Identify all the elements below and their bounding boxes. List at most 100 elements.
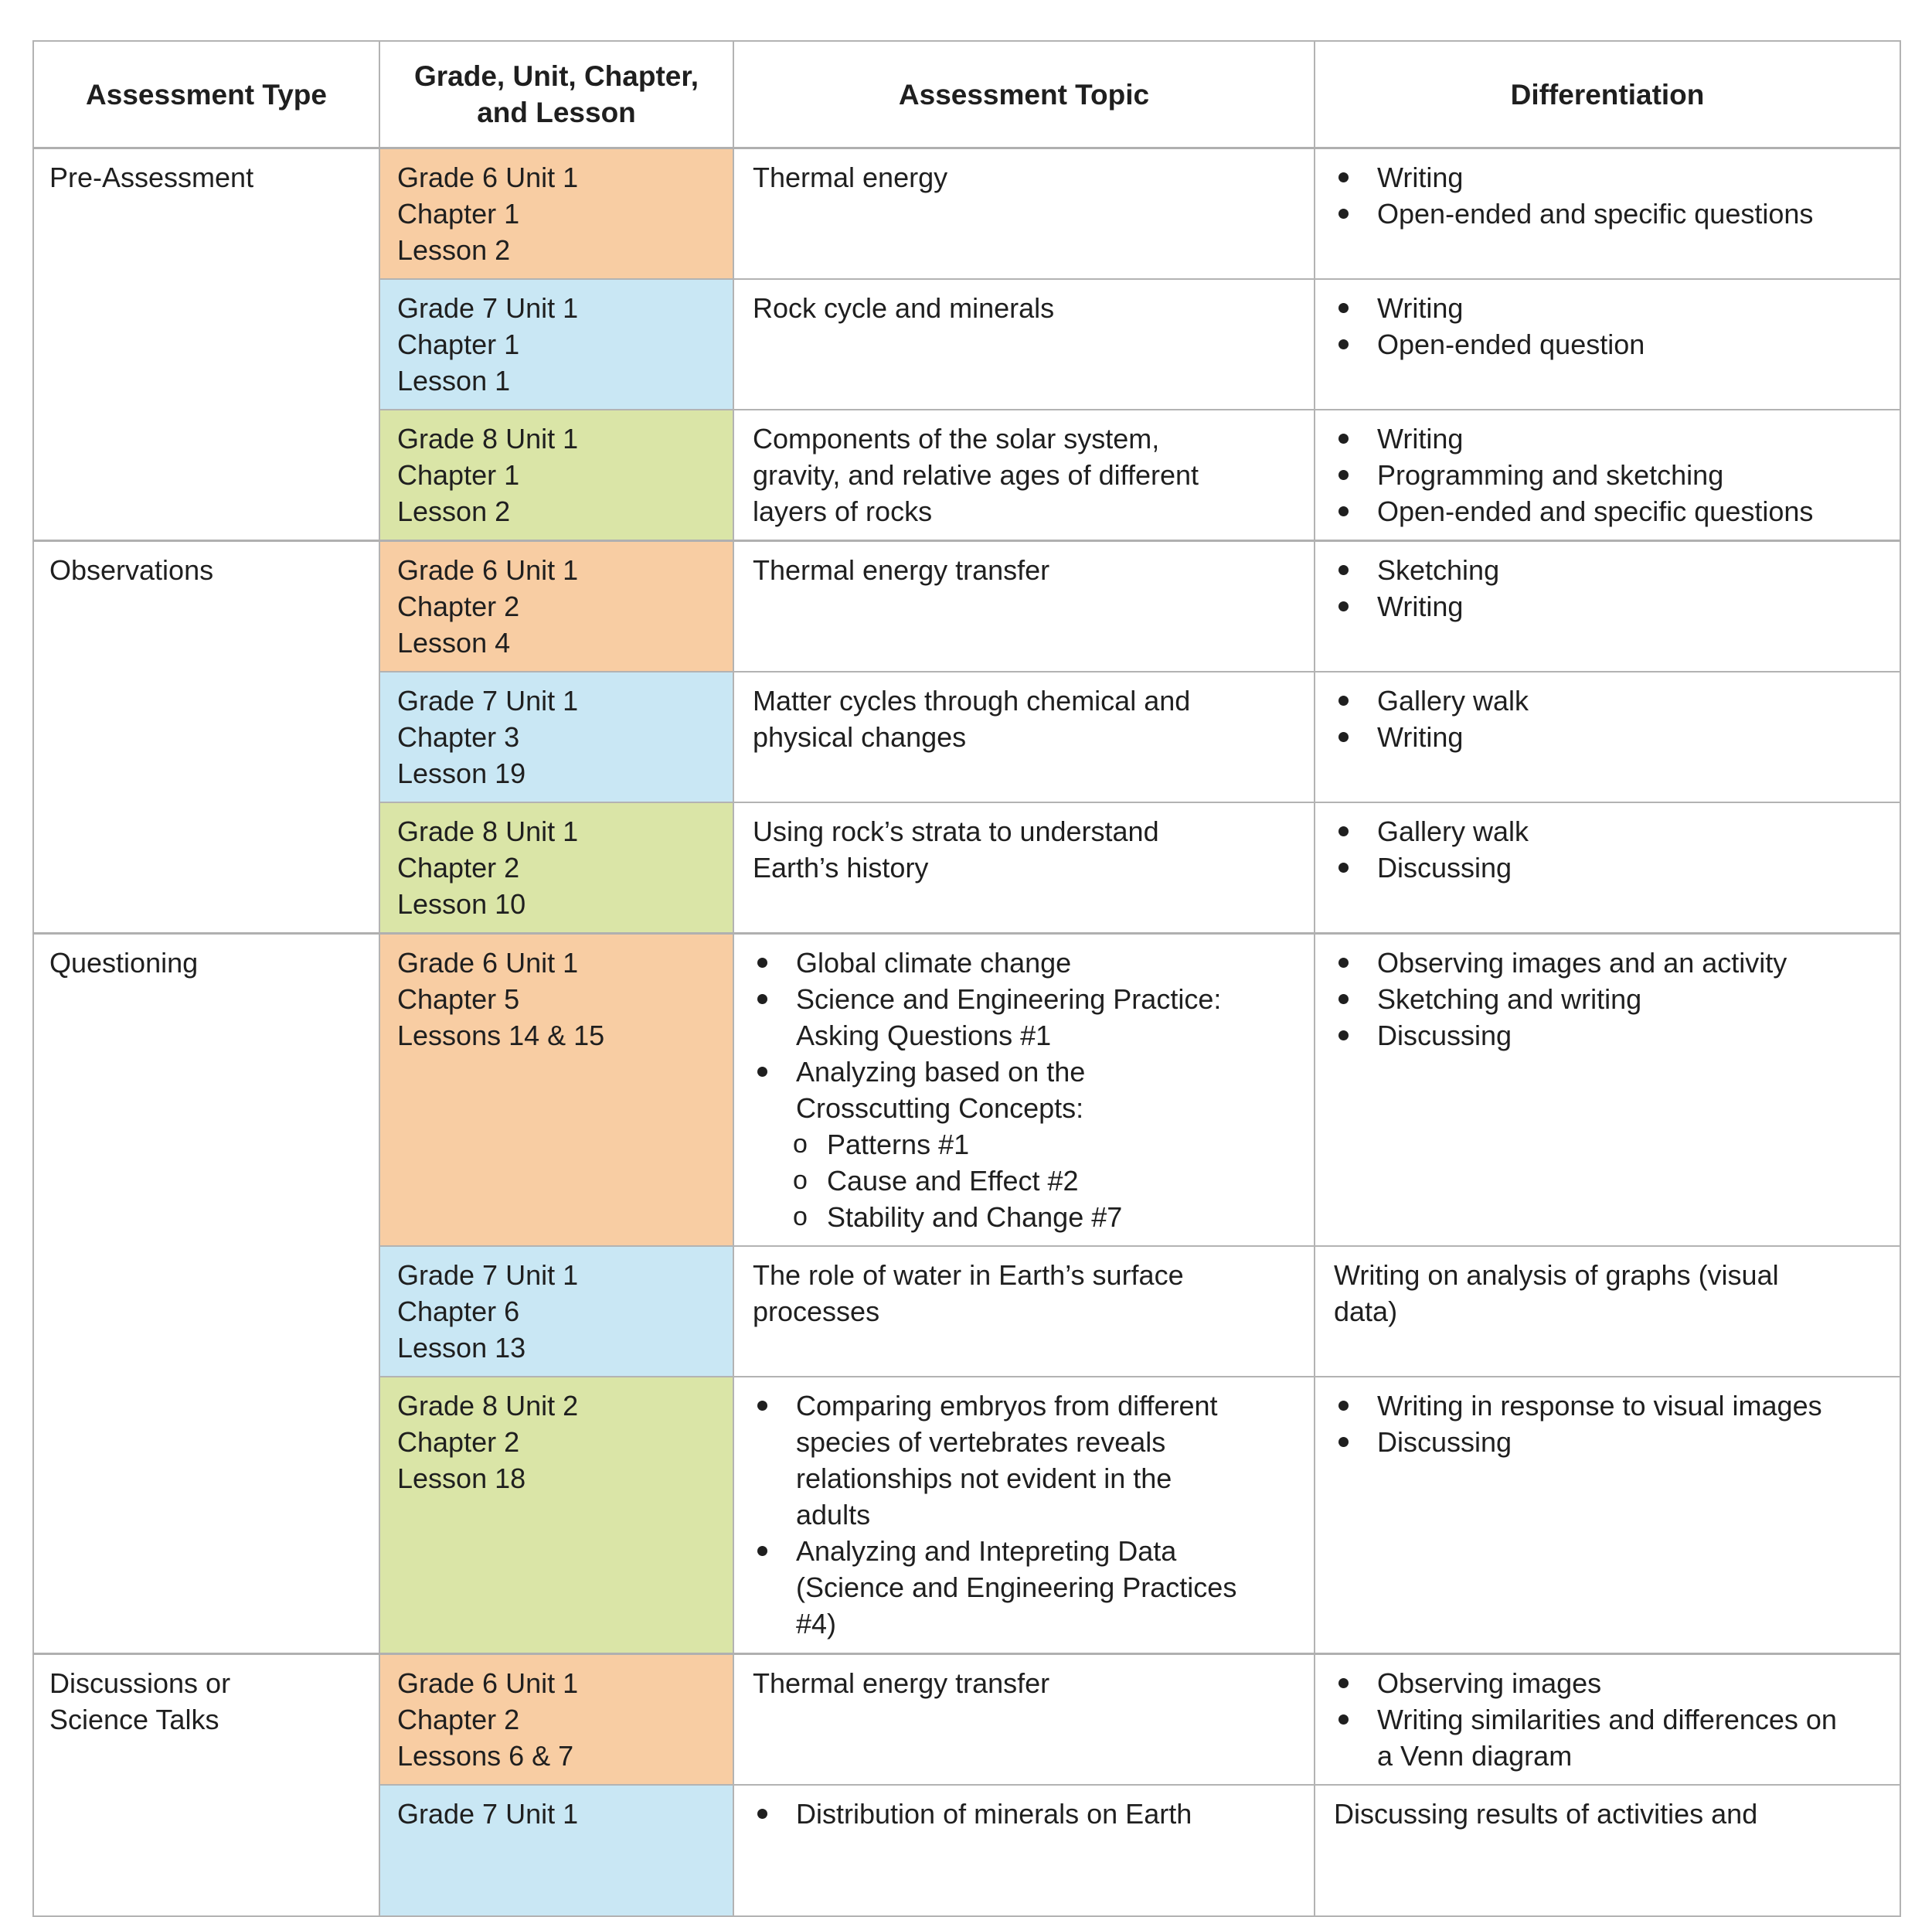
differentiation-cell: Sketching Writing: [1314, 540, 1901, 672]
bullet-item: Writing similarities and differences on …: [1334, 1701, 1881, 1774]
differentiation-cell: Writing Programming and sketching Open-e…: [1314, 409, 1901, 542]
bullet-icon: [753, 1796, 796, 1819]
table-row: Grade 7 Unit 1 Chapter 3 Lesson 19 Matte…: [33, 671, 1901, 803]
topic-cell: Rock cycle and minerals: [733, 278, 1315, 410]
bullet-icon: [753, 945, 796, 968]
table-row: Pre-Assessment Grade 6 Unit 1 Chapter 1 …: [32, 147, 1901, 542]
sub-bullet-icon: o: [793, 1166, 808, 1195]
bullet-icon: [1334, 588, 1377, 611]
bullet-icon: [1334, 813, 1377, 836]
table-row: Grade 8 Unit 1 Chapter 1 Lesson 2 Compon…: [33, 409, 1901, 542]
bullet-item: Sketching and writing: [1334, 981, 1881, 1017]
bullet-text: Global climate change: [796, 947, 1072, 979]
header-assessment-topic: Assessment Topic: [733, 40, 1315, 149]
sub-bullet-text: Cause and Effect #2: [827, 1165, 1079, 1197]
bullet-text: Sketching and writing: [1377, 983, 1642, 1015]
sub-bullet-item: o Cause and Effect #2: [787, 1163, 1295, 1199]
topic-cell: Thermal energy transfer: [733, 1652, 1315, 1786]
bullet-text: Writing: [1377, 423, 1464, 455]
bullet-text: Writing similarities and differences on …: [1377, 1703, 1837, 1772]
table-row: Observations Grade 6 Unit 1 Chapter 2 Le…: [32, 540, 1901, 935]
table-row: Questioning Grade 6 Unit 1 Chapter 5 Les…: [32, 932, 1901, 1654]
topic-text: Thermal energy transfer: [753, 554, 1050, 586]
grade-cell: Grade 7 Unit 1: [379, 1783, 734, 1917]
grade-cell: Grade 7 Unit 1 Chapter 6 Lesson 13: [379, 1245, 734, 1377]
table-row: Grade 8 Unit 2 Chapter 2 Lesson 18 Compa…: [33, 1376, 1901, 1654]
topic-cell: Comparing embryos from different species…: [733, 1376, 1315, 1654]
bullet-icon: [1334, 1701, 1377, 1725]
topic-cell: The role of water in Earth’s surface pro…: [733, 1245, 1315, 1377]
sub-bullet-text: Stability and Change #7: [827, 1201, 1123, 1233]
bullet-icon: [1334, 421, 1377, 444]
bullet-item: Open-ended and specific questions: [1334, 493, 1881, 529]
differentiation-cell: Gallery walk Writing: [1314, 671, 1901, 803]
table-row: Grade 7 Unit 1 Chapter 1 Lesson 1 Rock c…: [33, 278, 1901, 410]
bullet-icon: [753, 1054, 796, 1077]
bullet-text: Observing images and an activity: [1377, 947, 1787, 979]
bullet-icon: [1334, 981, 1377, 1004]
bullet-item: Open-ended question: [1334, 326, 1881, 363]
bullet-text: Writing: [1377, 591, 1464, 622]
bullet-item: Science and Engineering Practice: Asking…: [753, 981, 1295, 1054]
topic-text: Thermal energy transfer: [753, 1667, 1050, 1699]
bullet-icon: [1334, 850, 1377, 873]
header-assessment-type: Assessment Type: [32, 40, 380, 149]
bullet-text: Open-ended and specific questions: [1377, 198, 1814, 230]
topic-cell: Matter cycles through chemical and physi…: [733, 671, 1315, 803]
assessment-type-pre-assessment: Pre-Assessment: [32, 147, 380, 542]
sub-bullet-icon: o: [793, 1129, 808, 1159]
bullet-item: Gallery walk: [1334, 683, 1881, 719]
grade-cell: Grade 8 Unit 2 Chapter 2 Lesson 18: [379, 1376, 734, 1654]
bullet-icon: [1334, 326, 1377, 349]
differentiation-cell: Writing Open-ended and specific question…: [1314, 147, 1901, 280]
bullet-text: Open-ended question: [1377, 329, 1645, 360]
grade-cell: Grade 6 Unit 1 Chapter 1 Lesson 2: [379, 147, 734, 280]
assessment-type-observations: Observations: [32, 540, 380, 935]
bullet-text: Gallery walk: [1377, 685, 1529, 717]
topic-text: Matter cycles through chemical and physi…: [753, 685, 1191, 753]
bullet-icon: [1334, 1665, 1377, 1688]
bullet-text: Analyzing and Intepreting Data (Science …: [796, 1535, 1237, 1639]
differentiation-cell: Observing images and an activity Sketchi…: [1314, 932, 1901, 1247]
sub-bullet-icon: o: [793, 1202, 808, 1231]
bullet-icon: [1334, 493, 1377, 516]
table-row: Discussions or Science Talks Grade 6 Uni…: [32, 1652, 1901, 1917]
bullet-icon: [753, 1388, 796, 1411]
bullet-text: Distribution of minerals on Earth: [796, 1797, 1192, 1830]
bullet-text: Discussing: [1377, 852, 1512, 884]
differentiation-cell: Writing Open-ended question: [1314, 278, 1901, 410]
bullet-text: Gallery walk: [1377, 815, 1529, 847]
bullet-icon: [1334, 552, 1377, 575]
topic-text: Components of the solar system, gravity,…: [753, 423, 1199, 527]
bullet-icon: [1334, 1017, 1377, 1040]
bullet-item: Discussing: [1334, 1017, 1881, 1054]
header-differentiation: Differentiation: [1314, 40, 1901, 149]
bullet-item: Writing: [1334, 290, 1881, 326]
grade-cell: Grade 6 Unit 1 Chapter 2 Lesson 4: [379, 540, 734, 672]
bullet-item: Writing in response to visual images: [1334, 1388, 1881, 1424]
bullet-item: Sketching: [1334, 552, 1881, 588]
bullet-text: Open-ended and specific questions: [1377, 495, 1814, 527]
topic-cell: Components of the solar system, gravity,…: [733, 409, 1315, 542]
bullet-item: Writing: [1334, 421, 1881, 457]
bullet-item: Writing: [1334, 588, 1881, 625]
bullet-icon: [1334, 683, 1377, 706]
bullet-item: Discussing: [1334, 1424, 1881, 1460]
grade-cell: Grade 6 Unit 1 Chapter 5 Lessons 14 & 15: [379, 932, 734, 1247]
bullet-item: Programming and sketching: [1334, 457, 1881, 493]
sub-bullet-item: o Stability and Change #7: [787, 1199, 1295, 1235]
bullet-icon: [1334, 159, 1377, 182]
differentiation-cell: Writing on analysis of graphs (visual da…: [1314, 1245, 1901, 1377]
bullet-icon: [1334, 719, 1377, 742]
table-row: Grade 7 Unit 1 Chapter 6 Lesson 13 The r…: [33, 1245, 1901, 1377]
bullet-text: Observing images: [1377, 1667, 1602, 1699]
bullet-text: Writing in response to visual images: [1377, 1390, 1822, 1422]
assessment-type-questioning: Questioning: [32, 932, 380, 1654]
bullet-text: Discussing: [1377, 1020, 1512, 1051]
grade-cell: Grade 8 Unit 1 Chapter 2 Lesson 10: [379, 802, 734, 935]
bullet-item: Analyzing and Intepreting Data (Science …: [753, 1533, 1295, 1642]
bullet-icon: [1334, 945, 1377, 968]
table-row: Grade 8 Unit 1 Chapter 2 Lesson 10 Using…: [33, 802, 1901, 935]
bullet-text: Programming and sketching: [1377, 459, 1724, 491]
bullet-item: Distribution of minerals on Earth: [753, 1796, 1295, 1832]
